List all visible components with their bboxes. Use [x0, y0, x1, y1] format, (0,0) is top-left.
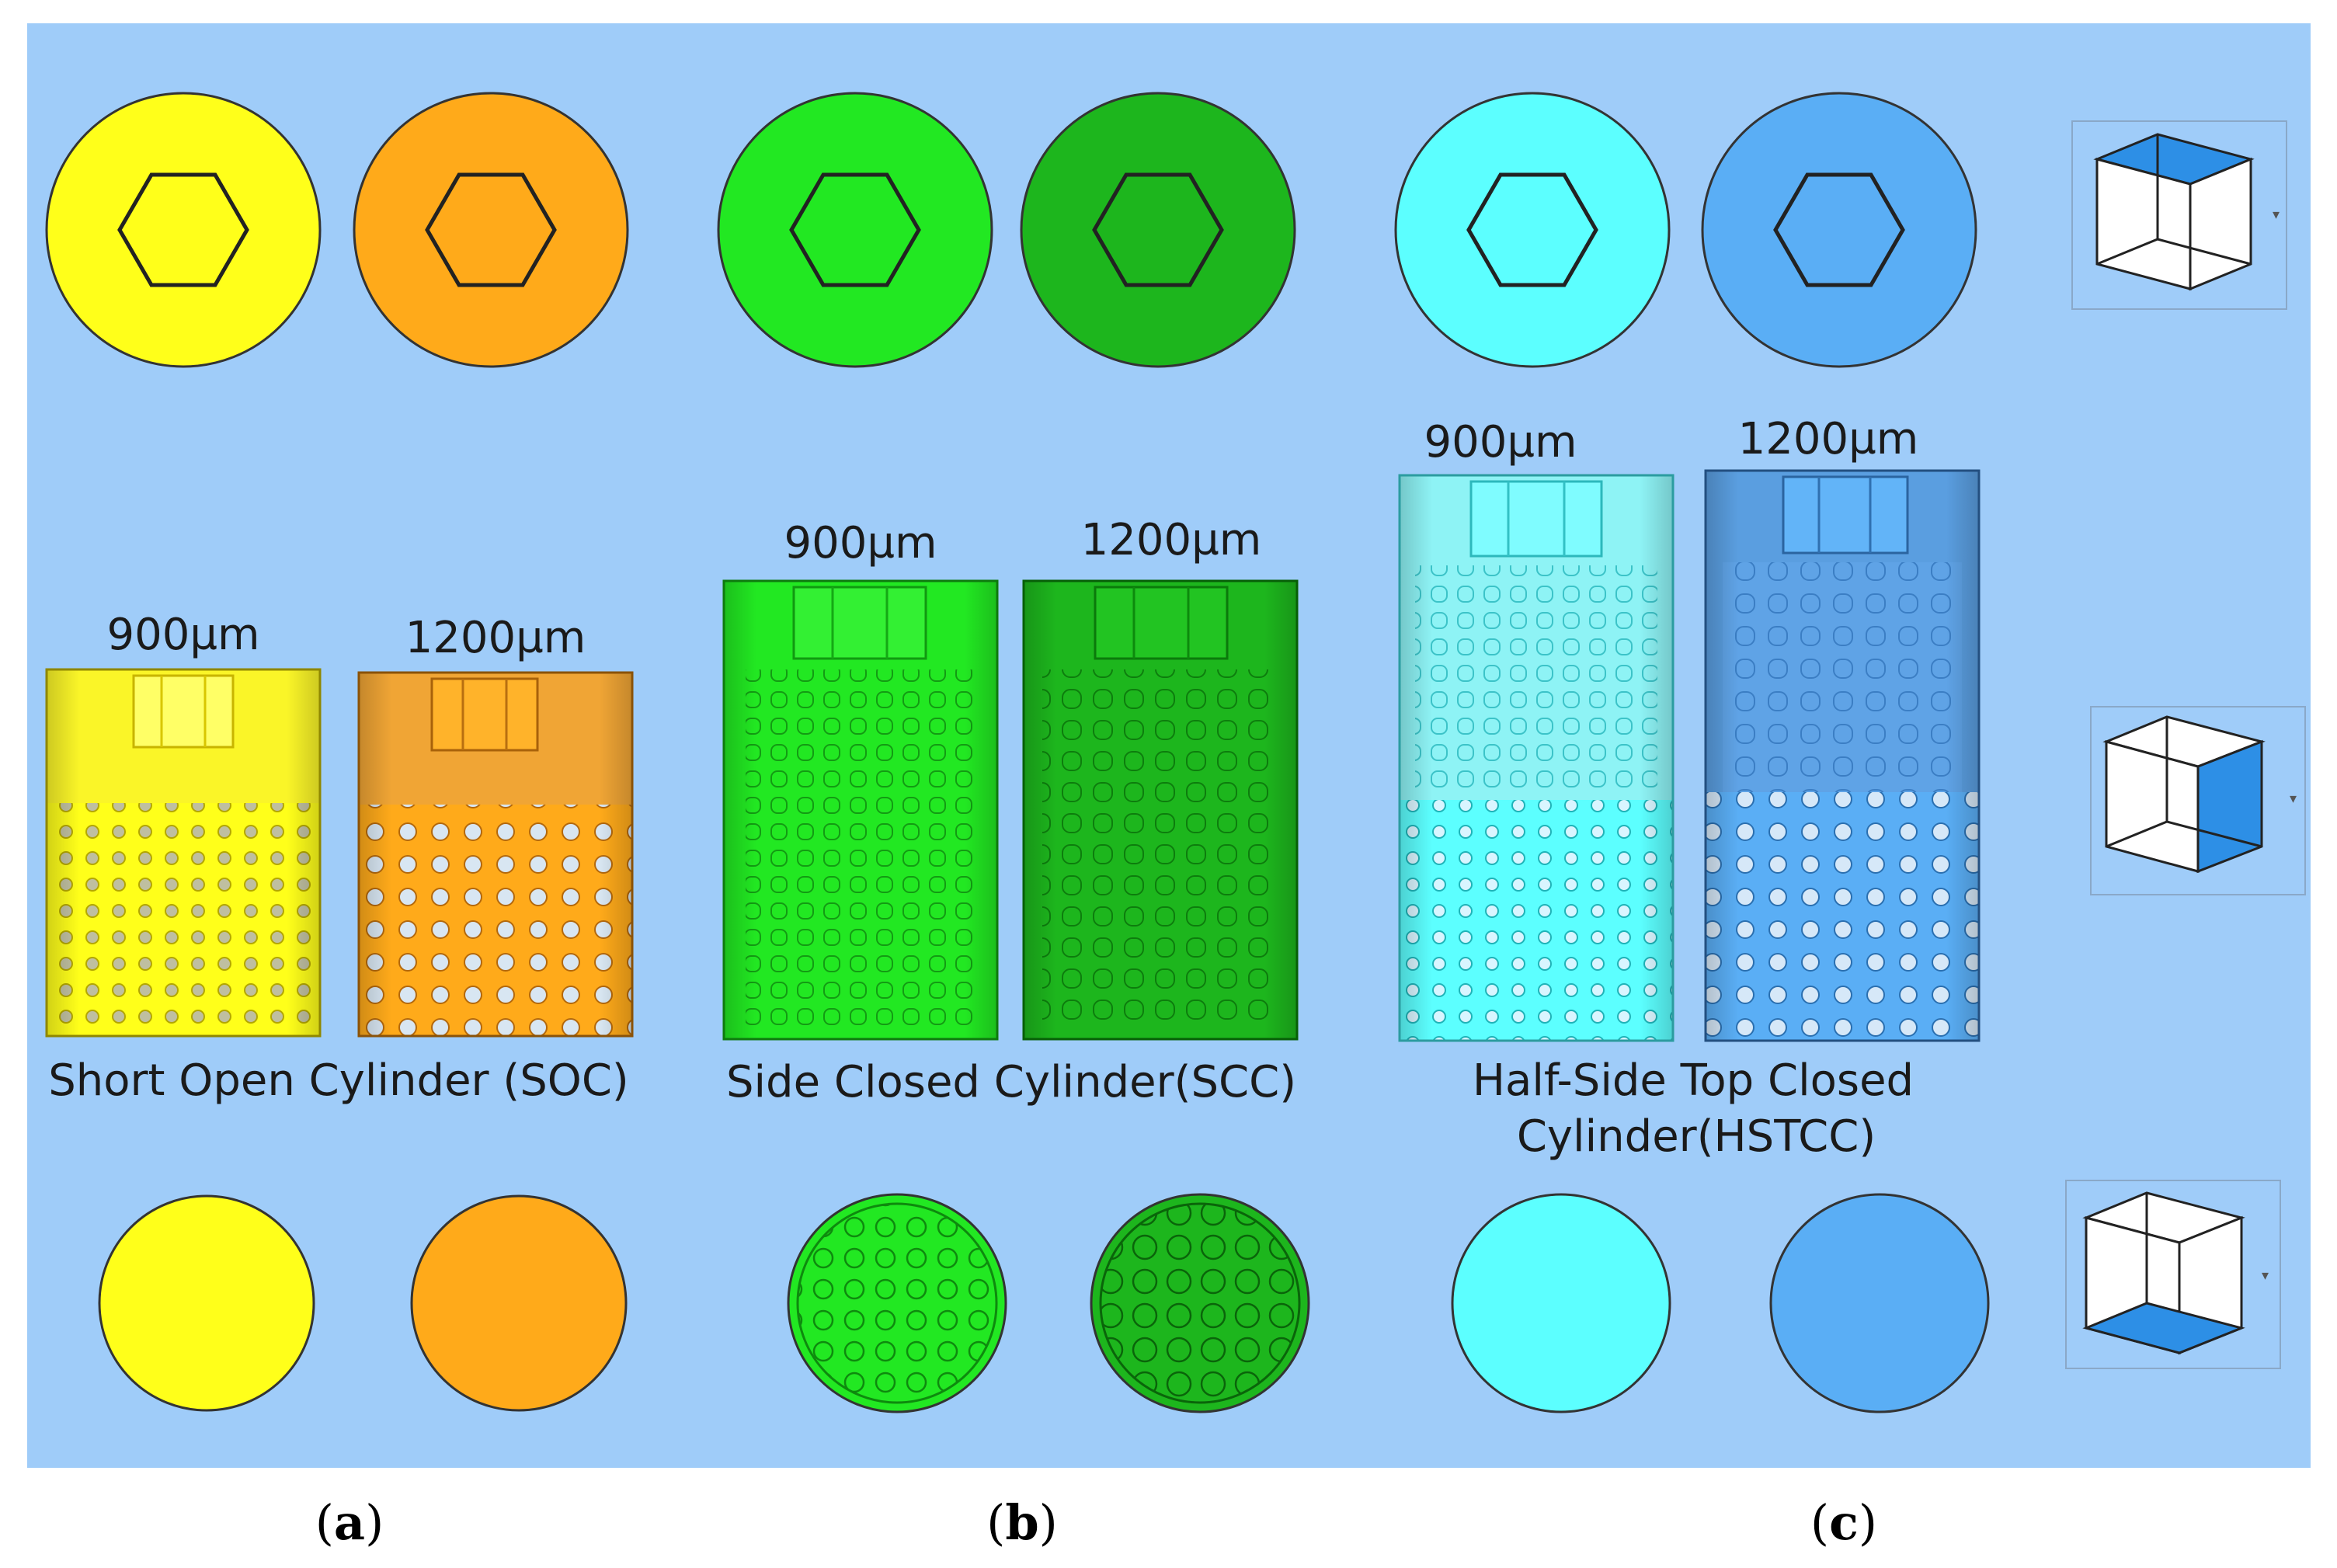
- bottom-view-scc-1200: [1090, 1193, 1310, 1413]
- top-view-scc-900: [717, 92, 993, 368]
- panel-caption-c: (c): [1810, 1494, 1877, 1551]
- view-cube-top-icon: ▾: [2071, 120, 2287, 310]
- panel-caption-a: (a): [315, 1494, 384, 1551]
- panel-title-hstcc-line2: Cylinder(HSTCC): [1517, 1111, 1876, 1162]
- panel-title-soc: Short Open Cylinder (SOC): [48, 1055, 629, 1106]
- top-view-scc-1200: [1020, 92, 1296, 368]
- side-view-scc-900: [722, 579, 999, 1041]
- size-label-soc-900: 900µm: [106, 610, 259, 660]
- side-view-hstcc-900: [1398, 474, 1675, 1042]
- side-view-scc-1200: [1022, 579, 1299, 1041]
- bottom-view-hstcc-1200: [1769, 1193, 1990, 1413]
- side-view-soc-1200: [357, 671, 634, 1038]
- size-label-scc-900: 900µm: [784, 518, 937, 568]
- bottom-view-soc-1200: [410, 1194, 628, 1412]
- panel-title-scc: Side Closed Cylinder(SCC): [726, 1057, 1296, 1107]
- svg-text:▾: ▾: [2262, 1267, 2269, 1284]
- top-view-soc-1200: [353, 92, 629, 368]
- bottom-view-soc-900: [98, 1194, 315, 1412]
- svg-text:▾: ▾: [2273, 207, 2280, 223]
- top-view-soc-900: [45, 92, 322, 368]
- size-label-soc-1200: 1200µm: [405, 613, 586, 663]
- size-label-hstcc-1200: 1200µm: [1738, 414, 1919, 464]
- side-view-hstcc-1200: [1704, 469, 1981, 1042]
- panel-title-hstcc-line1: Half-Side Top Closed: [1473, 1055, 1914, 1106]
- top-view-hstcc-900: [1394, 92, 1671, 368]
- svg-text:▾: ▾: [2290, 791, 2297, 807]
- size-label-scc-1200: 1200µm: [1081, 515, 1262, 565]
- panel-caption-b: (b): [986, 1494, 1058, 1551]
- bottom-view-scc-900: [787, 1193, 1007, 1413]
- size-label-hstcc-900: 900µm: [1424, 417, 1577, 468]
- side-view-soc-900: [45, 668, 322, 1038]
- view-cube-side-icon: ▾: [2090, 706, 2306, 895]
- top-view-hstcc-1200: [1701, 92, 1977, 368]
- bottom-view-hstcc-900: [1451, 1193, 1671, 1413]
- view-cube-bottom-icon: ▾: [2065, 1180, 2281, 1369]
